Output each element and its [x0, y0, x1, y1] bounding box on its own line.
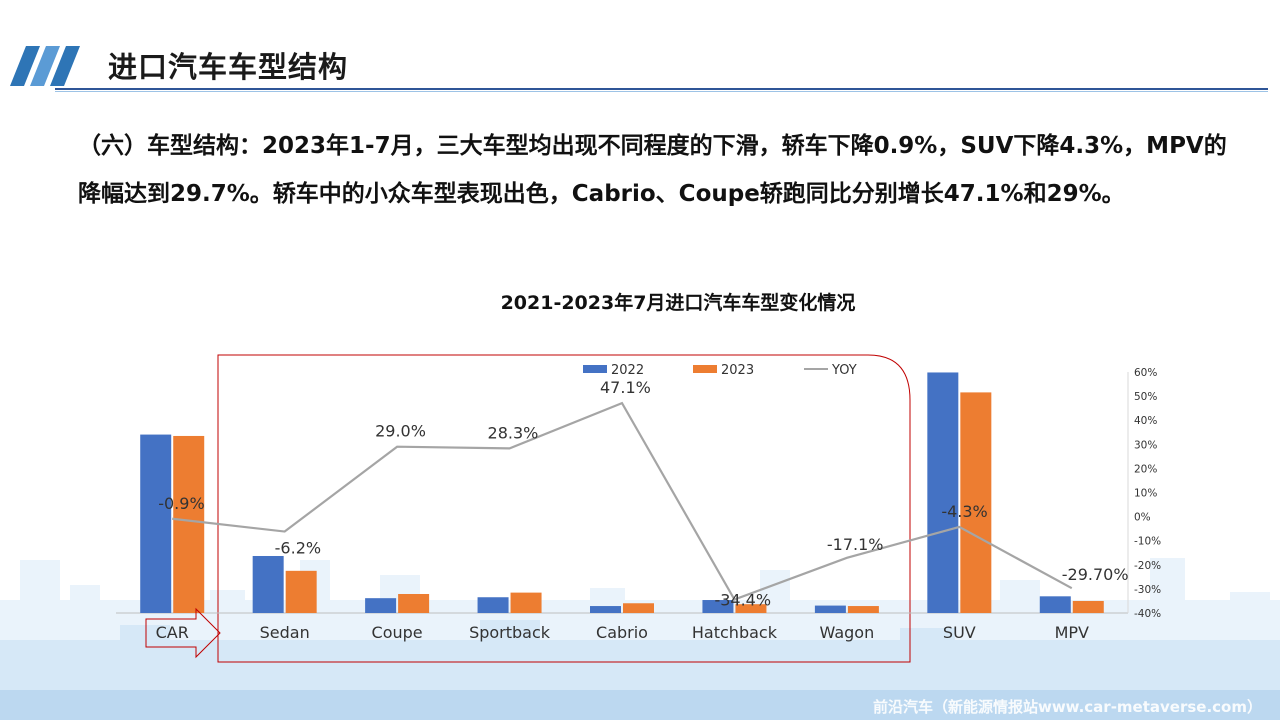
- x-tick-label: Cabrio: [596, 623, 648, 642]
- bar-2022-suv: [927, 372, 959, 613]
- bar-2023-suv: [960, 392, 992, 613]
- yoy-data-label: -0.9%: [158, 494, 204, 513]
- legend-label: 2023: [721, 363, 754, 378]
- title-divider-accent: [55, 91, 1268, 92]
- legend-label: YOY: [831, 363, 857, 378]
- car-arrow-icon: [145, 607, 221, 659]
- summary-paragraph: （六）车型结构：2023年1-7月，三大车型均出现不同程度的下滑，轿车下降0.9…: [78, 133, 1227, 207]
- legend-label: 2022: [611, 363, 644, 378]
- bar-2023-wagon: [847, 606, 879, 613]
- watermark: 前沿汽车（新能源情报站www.car-metaverse.com）: [872, 698, 1262, 716]
- yoy-data-label: -29.70%: [1062, 565, 1129, 584]
- yoy-data-label: -34.4%: [714, 591, 771, 610]
- bar-2023-hatchback: [735, 604, 767, 613]
- x-tick-label: MPV: [1055, 623, 1089, 642]
- highlight-box: [217, 354, 911, 663]
- bar-2023-coupe: [398, 593, 430, 613]
- yoy-data-label: 29.0%: [375, 422, 426, 441]
- x-tick-label: Coupe: [372, 623, 423, 642]
- yoy-data-label: -17.1%: [827, 535, 884, 554]
- bar-2023-car: [173, 435, 205, 613]
- bar-2022-wagon: [814, 605, 846, 613]
- yoy-data-label: -6.2%: [275, 539, 321, 558]
- bar-2023-cabrio: [623, 603, 654, 613]
- yoy-data-label: 28.3%: [488, 423, 539, 442]
- legend-swatch-2023: [693, 365, 717, 373]
- chart-legend: 2022 2023 YOY: [583, 363, 857, 378]
- bar-2022-sportback: [477, 597, 509, 613]
- bar-2022-coupe: [365, 598, 397, 613]
- y-right-tick-label: 60%: [1134, 367, 1157, 379]
- bar-2023-sedan: [285, 570, 317, 613]
- bar-2022-cabrio: [590, 606, 621, 613]
- y-right-tick-label: 30%: [1134, 439, 1157, 451]
- bar-2022-sedan: [252, 555, 284, 613]
- y-right-tick-label: 40%: [1134, 415, 1157, 427]
- y-right-tick-label: 50%: [1134, 391, 1157, 403]
- title-divider: [55, 88, 1268, 90]
- x-tick-label: Hatchback: [692, 623, 778, 642]
- x-tick-label: Wagon: [820, 623, 875, 642]
- bar-2023-mpv: [1072, 600, 1104, 613]
- y-right-tick-label: -10%: [1134, 536, 1161, 548]
- bar-2023-sportback: [510, 592, 542, 613]
- chart-title: 2021-2023年7月进口汽车车型变化情况: [500, 292, 856, 314]
- x-tick-label: Sportback: [469, 623, 551, 642]
- bar-2022-car: [140, 434, 172, 613]
- y-right-tick-label: -20%: [1134, 560, 1161, 572]
- x-tick-label: Sedan: [260, 623, 310, 642]
- y-right-tick-label: -40%: [1134, 608, 1161, 620]
- header: 进口汽车车型结构: [0, 0, 1280, 100]
- y-right-tick-label: 0%: [1134, 512, 1151, 524]
- chart-plot-area: CAR Sedan Coupe Sportback Cabrio Hatchback Wag…: [116, 354, 1161, 663]
- y-right-tick-label: -30%: [1134, 584, 1161, 596]
- yoy-line: [172, 401, 1073, 601]
- x-tick-label: CAR: [156, 623, 189, 642]
- x-tick-label: SUV: [943, 623, 976, 642]
- stripes-logo-icon: [10, 46, 80, 86]
- page-title: 进口汽车车型结构: [108, 50, 349, 84]
- bar-2022-mpv: [1039, 596, 1071, 613]
- yoy-data-label: 47.1%: [600, 378, 651, 397]
- legend-swatch-2022: [583, 365, 607, 373]
- yoy-data-label: -4.3%: [941, 502, 987, 521]
- y-right-tick-label: 10%: [1134, 488, 1157, 500]
- bar-2022-hatchback: [702, 600, 734, 613]
- y-right-tick-label: 20%: [1134, 463, 1157, 475]
